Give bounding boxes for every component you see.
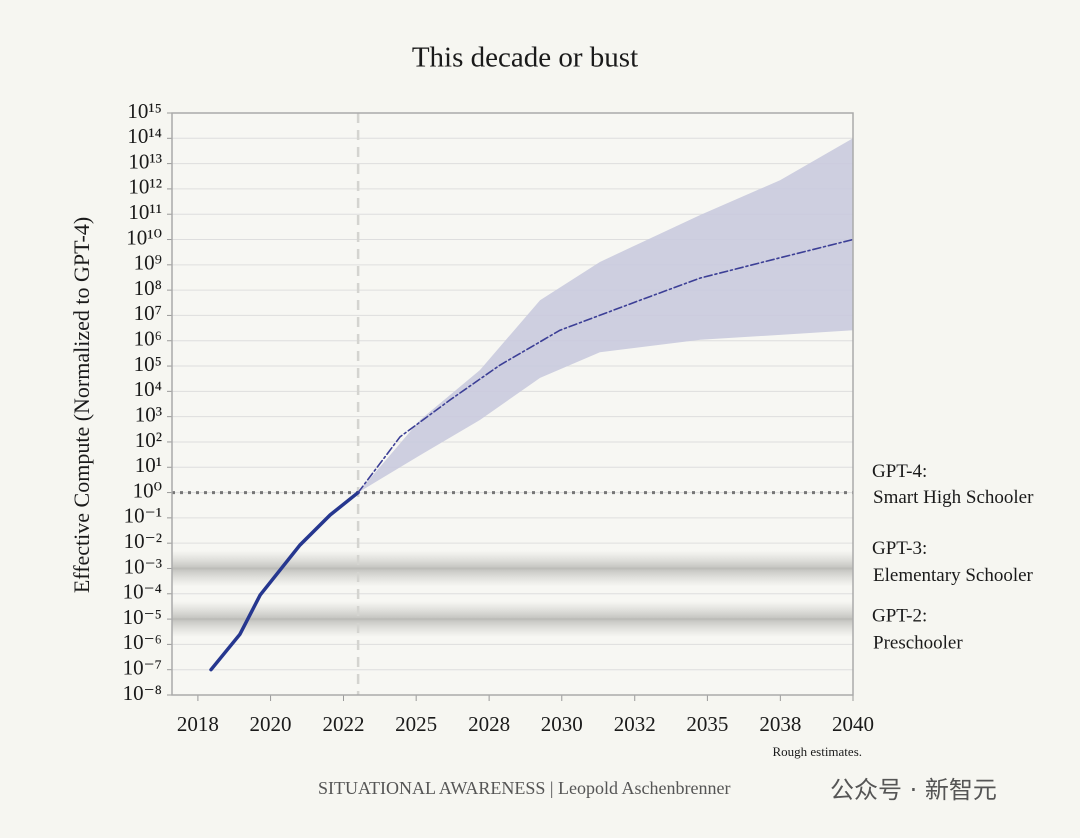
y-tick-label: 10⁻³ <box>124 554 162 578</box>
x-tick-label: 2035 <box>686 712 728 736</box>
annotation-label: Smart High Schooler <box>873 487 1034 508</box>
y-tick-label: 10⁻⁶ <box>123 630 162 654</box>
y-tick-label: 10¹² <box>128 175 162 199</box>
y-tick-label: 10¹¹ <box>128 200 162 224</box>
y-tick-label: 10¹⁵ <box>127 99 162 123</box>
annotation-label: GPT-3: <box>872 538 927 559</box>
y-tick-label: 10¹⁰ <box>126 225 162 249</box>
x-tick-label: 2020 <box>250 712 292 736</box>
y-tick-label: 10⁵ <box>134 352 162 376</box>
note: Rough estimates. <box>772 744 862 759</box>
y-axis-label: Effective Compute (Normalized to GPT-4) <box>69 217 94 593</box>
x-tick-label: 2038 <box>759 712 801 736</box>
uncertainty-band <box>358 138 853 493</box>
y-tick-label: 10⁷ <box>134 301 162 325</box>
y-tick-label: 10⁻⁴ <box>123 580 162 604</box>
y-tick-label: 10⁻⁵ <box>123 605 162 629</box>
x-tick-label: 2022 <box>323 712 365 736</box>
annotation-label: Preschooler <box>873 632 963 653</box>
y-tick-label: 10⁻⁷ <box>123 656 162 680</box>
x-tick-label: 2030 <box>541 712 583 736</box>
y-tick-label: 10¹ <box>135 453 162 477</box>
x-tick-label: 2018 <box>177 712 219 736</box>
plot-frame <box>171 112 854 696</box>
y-tick-label: 10¹⁴ <box>127 124 162 148</box>
series-line <box>357 238 854 494</box>
y-tick-label: 10⁶ <box>134 327 162 351</box>
y-tick-label: 10¹³ <box>128 149 162 173</box>
y-tick-label: 10² <box>135 428 162 452</box>
y-tick-label: 10⁻⁸ <box>123 681 162 705</box>
y-tick-label: 10⁻¹ <box>124 504 162 528</box>
series-line <box>209 490 360 672</box>
y-tick-label: 10⁸ <box>134 276 162 300</box>
annotation-label: GPT-2: <box>872 605 927 626</box>
chart-title: This decade or bust <box>412 42 638 74</box>
y-tick-label: 10⁹ <box>134 251 162 275</box>
x-tick-label: 2032 <box>614 712 656 736</box>
watermark: 公众号 · 新智元 <box>830 776 997 804</box>
annotation-label: GPT-4: <box>872 461 927 482</box>
y-tick-label: 10³ <box>135 402 162 426</box>
y-tick-label: 10⁻² <box>124 529 162 553</box>
x-tick-label: 2040 <box>832 712 874 736</box>
annotation-label: Elementary Schooler <box>873 565 1034 586</box>
y-tick-label: 10⁴ <box>134 377 162 401</box>
y-tick-label: 10⁰ <box>133 478 162 502</box>
x-tick-label: 2028 <box>468 712 510 736</box>
x-tick-label: 2025 <box>395 712 437 736</box>
source: SITUATIONAL AWARENESS | Leopold Aschenbr… <box>318 778 730 798</box>
